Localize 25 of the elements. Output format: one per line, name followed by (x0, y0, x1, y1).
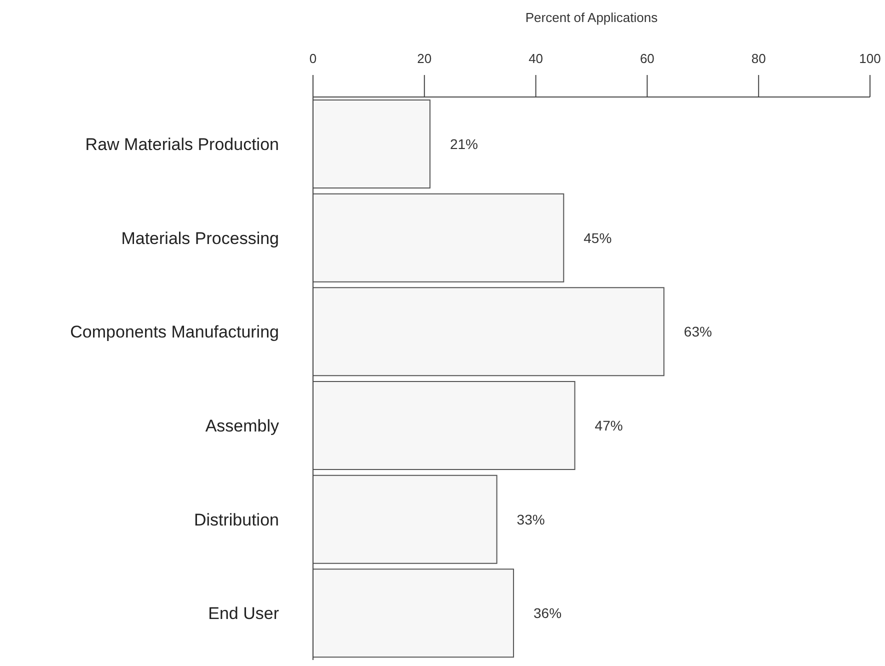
data-label: 36% (534, 605, 562, 622)
y-tick-label: End User (208, 604, 280, 624)
data-label: 21% (450, 136, 478, 152)
x-tick-label: 0 (309, 51, 317, 66)
bar (313, 193, 564, 282)
y-tick-label: Raw Materials Production (85, 134, 279, 154)
bar (313, 568, 514, 658)
x-axis-title: Percent of Applications (524, 10, 659, 25)
y-tick-label: Materials Processing (121, 228, 279, 248)
y-tick-label: Distribution (194, 510, 279, 530)
data-label: 63% (684, 324, 712, 340)
y-tick-label: Assembly (205, 416, 280, 436)
x-tick-label: 40 (528, 51, 544, 66)
data-label: 47% (594, 418, 623, 434)
x-tick-label: 80 (751, 51, 766, 66)
x-tick-label: 100 (859, 51, 881, 66)
bar (313, 100, 430, 188)
bar (313, 381, 576, 470)
bar (313, 287, 664, 376)
data-label: 45% (584, 230, 612, 246)
bar (313, 474, 498, 564)
x-tick-label: 60 (640, 51, 654, 66)
data-label: 33% (516, 511, 545, 528)
y-tick-label: Components Manufacturing (70, 322, 279, 342)
x-tick-label: 20 (417, 51, 432, 66)
